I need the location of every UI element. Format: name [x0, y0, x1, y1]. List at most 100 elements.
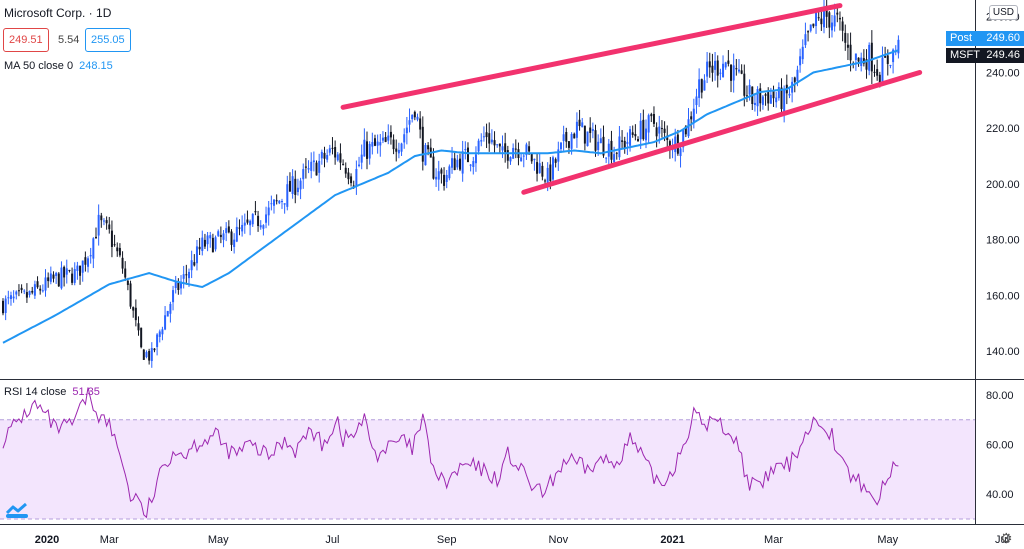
candle-body	[591, 128, 594, 132]
candle-body	[541, 165, 544, 177]
candle-body	[783, 88, 786, 112]
gear-icon[interactable]: ⚙	[1000, 530, 1013, 546]
candle-body	[347, 172, 350, 180]
candle-body	[182, 274, 185, 279]
ask-price-box[interactable]: 255.05	[85, 28, 131, 52]
candle-body	[55, 272, 58, 276]
candle-body	[249, 220, 252, 226]
candle-body	[25, 292, 28, 298]
candle-body	[594, 130, 597, 151]
candle-body	[812, 23, 815, 27]
candle-body	[166, 310, 169, 317]
candle-body	[451, 158, 454, 168]
candle-body	[578, 119, 581, 127]
candle-body	[700, 79, 703, 93]
candle-body	[304, 166, 307, 168]
last-price-tag: MSFT 249.46	[946, 48, 1024, 63]
candle-body	[445, 174, 448, 182]
candle-body	[219, 234, 222, 238]
candle-body	[844, 32, 847, 43]
candle-body	[124, 268, 127, 278]
candle-body	[841, 21, 844, 31]
candle-body	[92, 238, 95, 259]
candle-body	[692, 108, 695, 124]
ma-legend[interactable]: MA 50 close 0 248.15	[4, 60, 113, 72]
candle-body	[509, 157, 512, 162]
price-tick-label: 200.00	[986, 179, 1020, 191]
candle-body	[732, 65, 735, 81]
candle-body	[12, 296, 15, 299]
candle-body	[637, 139, 640, 142]
candle-body	[187, 271, 190, 279]
candle-body	[427, 145, 430, 150]
candle-body	[156, 334, 159, 348]
candle-body	[514, 148, 517, 150]
candle-body	[379, 142, 382, 146]
candle-body	[554, 159, 557, 163]
candle-body	[607, 143, 610, 157]
candle-body	[740, 70, 743, 74]
candle-body	[355, 168, 358, 187]
candle-body	[315, 162, 318, 176]
candle-body	[222, 233, 225, 240]
candle-body	[126, 280, 129, 285]
candle-body	[769, 94, 772, 104]
candle-body	[477, 140, 480, 152]
candle-body	[259, 225, 262, 228]
candle-body	[501, 146, 504, 151]
candle-body	[257, 215, 260, 226]
candle-body	[533, 158, 536, 161]
candle-body	[432, 156, 435, 179]
candle-body	[745, 95, 748, 97]
candle-body	[493, 140, 496, 146]
candle-body	[522, 155, 525, 157]
candle-body	[137, 323, 140, 331]
tradingview-logo-icon[interactable]	[6, 501, 28, 519]
candle-body	[206, 235, 209, 245]
candle-body	[823, 9, 826, 28]
candle-body	[506, 150, 509, 161]
candle-body	[384, 137, 387, 142]
candle-body	[320, 151, 323, 159]
currency-badge[interactable]: USD	[988, 5, 1018, 20]
candle-body	[485, 132, 488, 138]
post-price-tag: Post 249.60	[946, 31, 1024, 46]
candle-body	[793, 77, 796, 82]
candle-body	[498, 143, 501, 147]
candle-body	[71, 273, 74, 283]
candle-body	[47, 277, 50, 282]
candle-body	[326, 154, 329, 160]
candle-body	[870, 42, 873, 72]
candle-body	[36, 281, 39, 288]
candle-body	[397, 149, 400, 154]
candle-body	[737, 69, 740, 72]
candle-body	[714, 60, 717, 70]
candle-body	[892, 49, 895, 63]
time-tick-label: Jul	[995, 534, 1009, 546]
candle-body	[238, 227, 241, 229]
candle-body	[660, 128, 663, 130]
candle-body	[63, 266, 66, 278]
candle-body	[544, 180, 547, 182]
candle-body	[262, 225, 265, 229]
candle-body	[538, 163, 541, 174]
candle-body	[652, 113, 655, 124]
candle-body	[371, 142, 374, 147]
candle-body	[79, 265, 82, 276]
rsi-legend[interactable]: RSI 14 close 51.35	[4, 386, 100, 398]
candle-body	[589, 127, 592, 134]
price-tick-label: 240.00	[986, 67, 1020, 79]
candle-body	[897, 39, 900, 54]
candle-body	[84, 257, 87, 265]
candle-body	[767, 92, 770, 104]
candle-body	[318, 160, 321, 173]
bid-price-box[interactable]: 249.51	[3, 28, 49, 52]
candle-body	[150, 348, 153, 362]
candle-body	[142, 349, 145, 360]
candle-body	[395, 148, 398, 152]
candle-body	[703, 80, 706, 91]
candle-body	[472, 161, 475, 167]
channel-lower-line	[521, 69, 923, 195]
candle-body	[448, 166, 451, 179]
candle-body	[456, 159, 459, 168]
